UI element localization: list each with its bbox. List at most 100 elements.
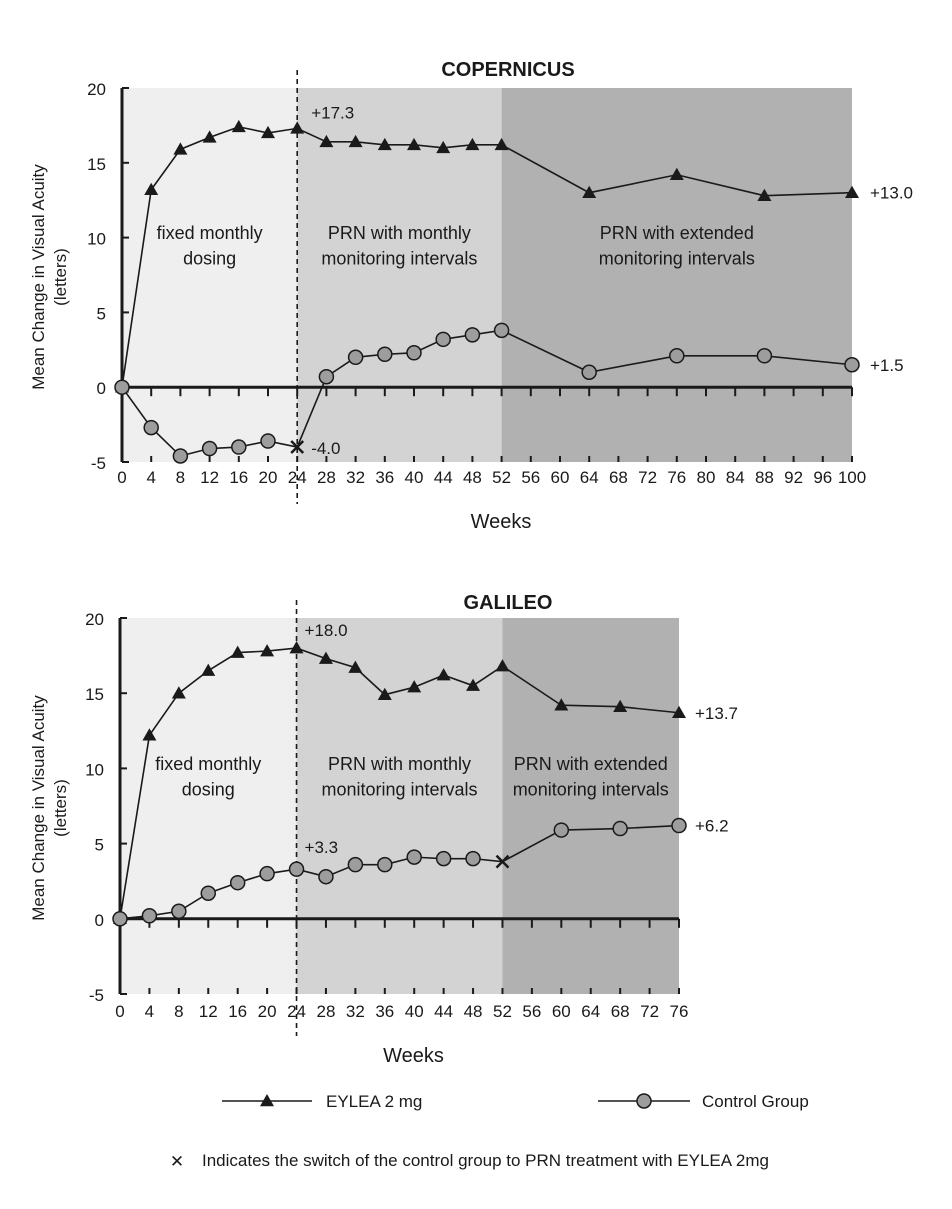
data-point-triangle <box>318 651 333 664</box>
data-point-triangle <box>319 134 334 148</box>
x-tick-label: 64 <box>580 468 599 487</box>
data-point-triangle <box>845 185 859 198</box>
x-tick-label: 8 <box>176 468 185 487</box>
region-band <box>501 88 852 462</box>
data-point-circle <box>553 822 570 838</box>
y-tick-label: -5 <box>89 986 104 1005</box>
x-tick-label: 84 <box>726 468 745 487</box>
x-tick-label: 60 <box>552 1002 571 1021</box>
x-tick-label: 56 <box>522 1002 541 1021</box>
data-point-circle <box>406 849 422 865</box>
x-tick-label: 64 <box>581 1002 600 1021</box>
data-point-triangle <box>672 705 686 719</box>
data-point-circle <box>260 433 276 449</box>
x-tick-label: 52 <box>493 1002 512 1021</box>
region-label-line1: PRN with extended <box>600 223 754 243</box>
data-point-circle <box>141 908 158 924</box>
y-axis-title: Mean Change in Visual Acuity <box>29 695 48 921</box>
data-point-triangle <box>348 660 363 673</box>
data-point-circle <box>581 364 597 380</box>
y-tick-label: 15 <box>85 685 104 704</box>
data-point-triangle <box>171 686 186 699</box>
y-tick-label: 15 <box>87 155 106 174</box>
region-label-line2: monitoring intervals <box>321 249 477 269</box>
series-control <box>114 322 860 464</box>
data-point-circle <box>318 868 334 885</box>
data-annotation: +17.3 <box>311 103 354 122</box>
switch-cross-stroke-b <box>290 440 305 454</box>
chart-copernicus: fixed monthly dosing PRN with monthly monit… <box>29 59 913 533</box>
data-point-triangle <box>407 680 422 693</box>
data-annotation: +13.7 <box>695 704 738 723</box>
data-point-triangle <box>230 645 245 658</box>
region-label-line1: fixed monthly <box>155 754 261 774</box>
x-tick-label: 36 <box>375 468 394 487</box>
data-point-circle <box>347 349 364 366</box>
region-label-line1: fixed monthly <box>157 223 263 243</box>
data-point-triangle <box>260 644 275 657</box>
y-tick-label: 10 <box>87 230 106 249</box>
region-label-line2: monitoring intervals <box>513 779 669 799</box>
data-point-circle <box>464 327 481 343</box>
data-point-triangle <box>669 167 684 181</box>
legend-control-label: Control Group <box>702 1092 809 1111</box>
x-tick-label: 40 <box>405 468 424 487</box>
region-band <box>297 88 502 462</box>
x-tick-label: 68 <box>609 468 628 487</box>
x-tick-label: 32 <box>346 468 365 487</box>
data-annotation: -4.0 <box>311 439 340 458</box>
data-point-circle <box>377 856 393 873</box>
x-tick-label: 100 <box>838 468 866 487</box>
data-point-triangle <box>465 137 480 151</box>
data-point-circle <box>259 865 275 882</box>
region-label-line1: PRN with monthly <box>328 754 471 774</box>
data-point-circle <box>493 322 510 339</box>
data-point-triangle <box>348 134 363 148</box>
x-tick-label: 4 <box>145 1002 154 1021</box>
x-tick-label: 60 <box>551 468 570 487</box>
data-point-circle <box>669 348 685 364</box>
x-tick-label: 72 <box>640 1002 659 1021</box>
data-point-circle <box>231 439 247 455</box>
data-point-circle <box>612 820 628 837</box>
data-point-circle <box>435 331 451 348</box>
x-tick-label: 56 <box>521 468 540 487</box>
x-tick-label: 28 <box>317 468 336 487</box>
x-tick-label: 76 <box>667 468 686 487</box>
region-label-line1: PRN with monthly <box>328 223 471 243</box>
data-point-triangle <box>436 140 451 154</box>
x-tick-label: 48 <box>463 468 482 487</box>
data-point-circle <box>318 368 335 385</box>
series-eylea <box>115 119 859 393</box>
x-tick-label: 0 <box>115 1002 124 1021</box>
data-point-triangle <box>290 121 305 134</box>
data-point-circle <box>844 357 860 373</box>
data-point-triangle <box>466 678 481 691</box>
x-tick-label: 96 <box>813 468 832 487</box>
data-point-triangle <box>202 130 217 143</box>
y-tick-label: 5 <box>97 304 106 323</box>
data-point-triangle <box>201 663 216 676</box>
footnote-cross-icon: ✕ <box>170 1152 184 1171</box>
x-tick-label: 76 <box>670 1002 689 1021</box>
region-label-line2: monitoring intervals <box>321 779 477 799</box>
data-annotation: +18.0 <box>305 621 348 640</box>
data-point-triangle <box>231 119 246 133</box>
data-point-circle <box>288 861 305 877</box>
data-point-triangle <box>377 137 392 151</box>
chart-title: GALILEO <box>464 592 553 614</box>
y-tick-label: 5 <box>95 836 104 855</box>
x-tick-label: 68 <box>611 1002 630 1021</box>
x-tick-label: 88 <box>755 468 774 487</box>
data-point-triangle <box>613 699 628 712</box>
data-point-circle <box>143 419 159 436</box>
data-point-circle <box>112 911 128 927</box>
x-tick-label: 52 <box>492 468 511 487</box>
y-axis-unit: (letters) <box>51 779 70 837</box>
y-tick-label: 0 <box>95 911 104 930</box>
x-tick-label: 48 <box>464 1002 483 1021</box>
data-point-circle <box>406 345 422 361</box>
legend-circle-icon <box>636 1093 652 1109</box>
data-point-triangle <box>436 668 451 681</box>
x-tick-label: 16 <box>229 468 248 487</box>
